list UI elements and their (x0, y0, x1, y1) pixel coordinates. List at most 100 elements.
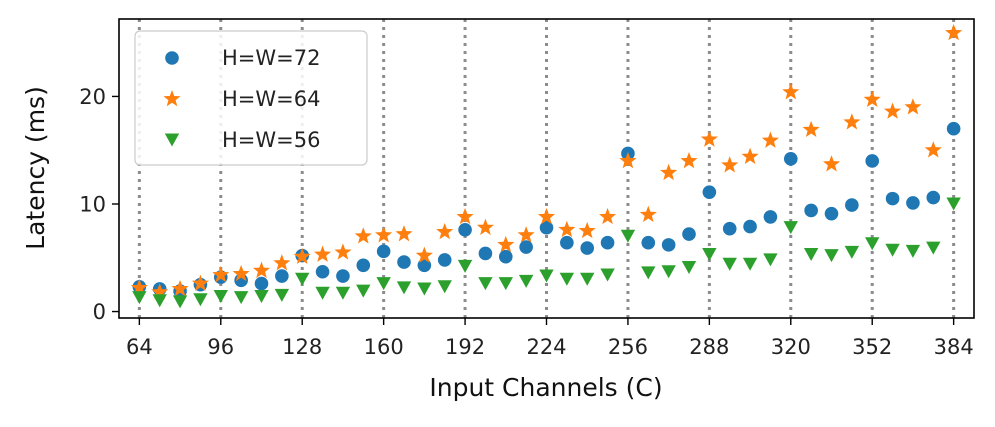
point-series1-c224 (537, 207, 556, 225)
point-series0-c312 (763, 210, 778, 224)
point-series2-c368 (905, 244, 921, 258)
point-series2-c328 (803, 248, 819, 262)
point-series1-c72 (151, 283, 169, 300)
data-points (130, 23, 963, 309)
point-series1-c128 (293, 247, 311, 264)
point-series1-c64 (130, 278, 148, 296)
point-series0-c384 (946, 121, 961, 136)
legend: H=W=72 H=W=64 H=W=56 (134, 30, 368, 166)
point-series0-c240 (580, 241, 595, 255)
point-series1-c88 (191, 274, 209, 291)
x-tick-label-64: 64 (126, 335, 153, 359)
point-series0-c160 (376, 244, 391, 259)
point-series1-c328 (802, 120, 820, 138)
point-series1-c384 (945, 23, 963, 41)
point-series2-c88 (193, 293, 208, 307)
point-series2-c296 (722, 257, 737, 271)
point-series1-c192 (456, 207, 474, 225)
legend-marker-1 (163, 90, 181, 107)
point-series0-c224 (539, 220, 554, 235)
point-series1-c360 (884, 102, 902, 119)
point-series2-c320 (783, 221, 798, 235)
axes: 64 96 128 160 192 224 256 288 320 352 384 0 10 20 (79, 85, 973, 359)
point-series2-c152 (356, 284, 371, 298)
point-series1-c160 (375, 226, 393, 243)
point-series1-c104 (232, 264, 250, 282)
x-tick-label-352: 352 (852, 335, 892, 359)
point-series0-c288 (702, 185, 717, 199)
point-series2-c208 (498, 277, 513, 291)
x-axis-label: Input Channels (C) (429, 373, 662, 402)
point-series2-c280 (681, 260, 697, 274)
point-series1-c288 (700, 130, 718, 147)
point-series0-c352 (865, 154, 880, 168)
point-series1-c176 (415, 246, 433, 263)
x-tick-label-224: 224 (526, 335, 566, 359)
point-series0-c264 (641, 235, 656, 250)
point-series2-c112 (254, 289, 269, 303)
point-series0-c368 (906, 196, 920, 210)
point-series2-c376 (926, 241, 941, 255)
y-tick-label-0: 0 (93, 300, 106, 324)
point-series2-c272 (661, 265, 676, 279)
legend-box (134, 30, 368, 166)
point-series0-c144 (336, 269, 350, 283)
x-tick-label-288: 288 (689, 335, 729, 359)
point-series2-c128 (295, 272, 310, 286)
point-series1-c184 (436, 222, 454, 240)
point-series1-c240 (578, 221, 596, 239)
legend-label-hw72: H=W=72 (222, 46, 320, 70)
point-series0-c272 (661, 238, 676, 252)
point-series0-c376 (926, 190, 941, 205)
point-series1-c336 (822, 155, 841, 172)
point-series0-c192 (458, 223, 472, 237)
point-series2-c160 (376, 277, 391, 291)
point-series2-c360 (885, 243, 900, 257)
point-series1-c144 (334, 243, 352, 260)
point-series1-c96 (212, 265, 230, 283)
point-series0-c304 (743, 219, 757, 234)
point-series1-c136 (314, 245, 332, 262)
point-series2-c304 (742, 257, 758, 271)
point-series1-c320 (782, 83, 800, 100)
point-series1-c280 (680, 151, 698, 169)
point-series2-c200 (478, 277, 493, 291)
point-series2-c232 (559, 272, 575, 286)
point-series2-c136 (315, 286, 330, 300)
point-series1-c376 (924, 141, 942, 158)
point-series0-c176 (417, 258, 432, 273)
point-series0-c152 (356, 258, 371, 273)
point-series0-c120 (275, 269, 289, 283)
point-series0-c336 (824, 206, 839, 221)
point-series2-c176 (417, 282, 432, 296)
legend-marker-0 (165, 51, 179, 65)
x-tick-label-96: 96 (207, 335, 234, 359)
point-series1-c312 (761, 131, 779, 148)
point-series2-c288 (702, 248, 717, 262)
point-series0-c200 (478, 246, 493, 261)
point-series2-c72 (152, 294, 167, 308)
point-series2-c248 (600, 268, 615, 282)
point-series0-c280 (682, 227, 696, 241)
y-tick-label-20: 20 (79, 85, 106, 109)
legend-label-hw64: H=W=64 (222, 87, 320, 111)
point-series2-c104 (233, 291, 249, 305)
point-series0-c296 (722, 221, 737, 236)
point-series0-c184 (437, 253, 452, 267)
series-H=W=56 (132, 197, 961, 309)
point-series1-c264 (639, 205, 657, 223)
legend-label-hw56: H=W=56 (222, 128, 320, 152)
x-tick-label-320: 320 (771, 335, 811, 359)
point-series2-c80 (172, 295, 188, 309)
point-series1-c152 (354, 227, 372, 244)
x-tick-label-192: 192 (445, 335, 485, 359)
point-series1-c296 (721, 156, 739, 173)
point-series2-c312 (763, 253, 778, 267)
point-series1-c256 (619, 151, 637, 169)
point-series2-c240 (580, 272, 595, 286)
point-series2-c256 (620, 229, 636, 243)
point-series2-c120 (274, 288, 290, 302)
series-H=W=64 (130, 23, 963, 300)
point-series1-c80 (171, 279, 189, 297)
